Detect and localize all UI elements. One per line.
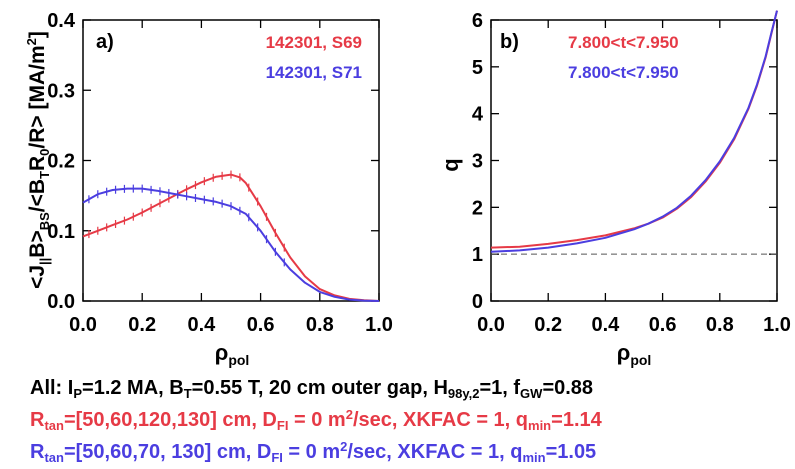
caption-all-parameters: All: IP=1.2 MA, BT=0.55 T, 20 cm outer g… [30, 377, 594, 401]
x-tick-label: 0.8 [306, 314, 334, 336]
y-tick-label: 0.3 [47, 80, 75, 102]
y-tick-label: 0 [472, 291, 483, 313]
caption-block: All: IP=1.2 MA, BT=0.55 T, 20 cm outer g… [30, 372, 790, 468]
y-tick-label: 4 [472, 104, 484, 126]
panel-b-series [490, 10, 778, 253]
panel-b-ticks: 0.0 0.2 0.4 0.6 0.8 1.0 0 1 2 3 4 5 6 [472, 10, 791, 336]
y-tick-label: 0.4 [47, 10, 76, 32]
x-tick-label: 0.0 [477, 314, 505, 336]
legend-b-series-2: 7.800<t<7.950 [568, 63, 679, 82]
y-tick-label: 6 [472, 10, 483, 32]
panel-a-xlabel: ρpol [215, 340, 250, 368]
panel-b-ylabel: q [438, 158, 463, 171]
x-tick-label: 0.2 [128, 314, 156, 336]
y-tick-label: 3 [472, 151, 483, 173]
x-tick-label: 0.6 [247, 314, 275, 336]
legend-b-series-1: 7.800<t<7.950 [568, 33, 679, 52]
x-tick-label: 0.8 [706, 314, 734, 336]
caption-red-case: Rtan=[50,60,120,130] cm, DFI = 0 m2/sec,… [30, 407, 602, 433]
panel-a-label: a) [96, 31, 114, 53]
legend-a-series-2: 142301, S71 [266, 63, 362, 82]
panel-a-series [82, 170, 380, 302]
panel-b-xlabel: ρpol [617, 340, 652, 368]
panel-a-ticks: 0.0 0.2 0.4 0.6 0.8 1.0 0.0 0.1 0.2 0.3 0.4 [47, 10, 393, 336]
x-tick-label: 0.6 [649, 314, 677, 336]
panel-b-label: b) [500, 31, 519, 53]
chart-canvas: 0.0 0.2 0.4 0.6 0.8 1.00.00.10.20.30.4 a) 142… [24, 10, 791, 368]
y-tick-label: 0.1 [47, 221, 75, 243]
x-tick-label: 0.4 [187, 314, 216, 336]
caption-blue-case: Rtan=[50,60,70, 130] cm, DFI = 0 m2/sec,… [30, 439, 597, 465]
x-tick-label: 1.0 [365, 314, 393, 336]
x-tick-label: 1.0 [763, 314, 791, 336]
panel-a: 0.0 0.2 0.4 0.6 0.8 1.0 0.0 0.1 0.2 0.3 0.4 a) 142… [24, 10, 393, 368]
x-tick-label: 0.2 [534, 314, 562, 336]
y-tick-label: 1 [472, 244, 483, 266]
panel-b: 0.0 0.2 0.4 0.6 0.8 1.0 0 1 2 3 4 5 6 b) 7.800<t<7.9… [438, 10, 791, 368]
x-tick-label: 0.4 [591, 314, 620, 336]
y-tick-label: 2 [472, 197, 483, 219]
x-tick-label: 0.0 [69, 314, 97, 336]
panel-a-ylabel: <J||B>BS/<BTR0/R> [MA/m2] [24, 31, 52, 289]
y-tick-label: 0.0 [47, 291, 75, 313]
y-tick-label: 0.2 [47, 151, 75, 173]
legend-a-series-1: 142301, S69 [266, 33, 362, 52]
y-tick-label: 5 [472, 57, 483, 79]
series-line-a-1 [82, 173, 380, 302]
series-line-b-2 [490, 10, 778, 253]
